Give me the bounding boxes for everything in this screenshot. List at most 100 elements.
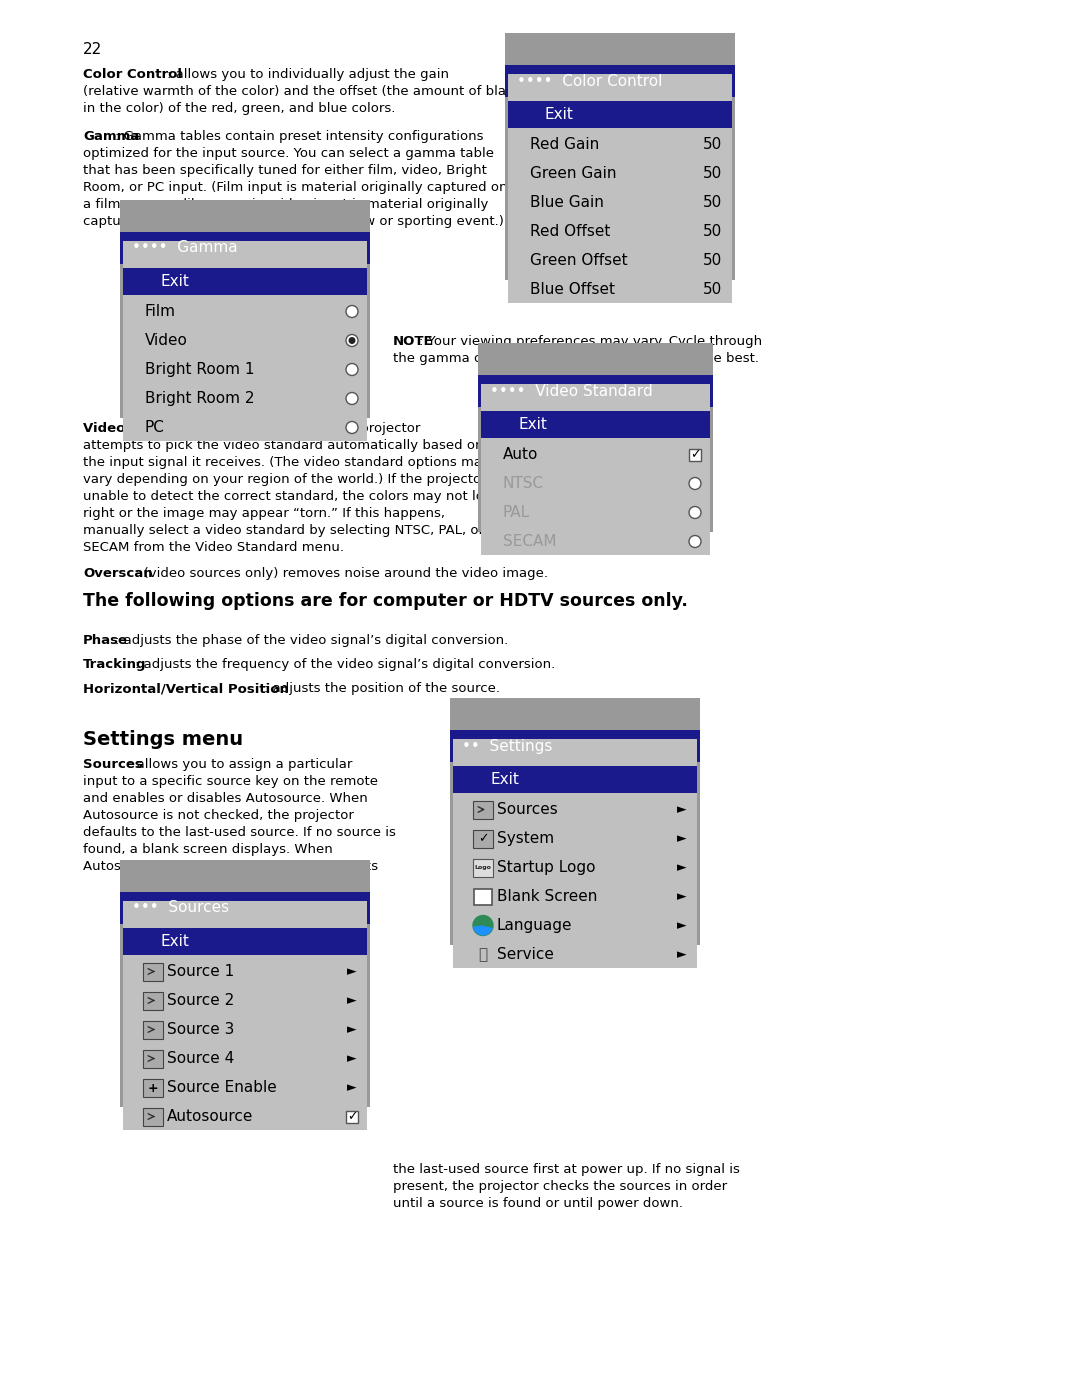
Text: NTSC: NTSC [503, 476, 544, 490]
Text: Autosource is checked, the projector checks: Autosource is checked, the projector che… [83, 861, 378, 873]
Bar [123, 327, 367, 353]
Bar [120, 200, 370, 418]
Text: Auto: Auto [503, 447, 538, 462]
Text: Horizontal/Vertical Position: Horizontal/Vertical Position [83, 682, 288, 694]
Text: 50: 50 [703, 166, 723, 182]
Text: •••  Sources: ••• Sources [132, 901, 229, 915]
Text: Sources: Sources [83, 759, 143, 771]
Text: ••  Settings: •• Settings [462, 739, 552, 753]
Text: PAL: PAL [503, 504, 530, 520]
Bar [508, 131, 732, 158]
Text: Tracking: Tracking [83, 658, 147, 671]
Bar [123, 356, 367, 383]
Bar [508, 247, 732, 274]
Text: Exit: Exit [160, 935, 189, 949]
Text: ►: ► [677, 833, 687, 845]
Text: ►: ► [348, 1023, 357, 1037]
Text: Blue Offset: Blue Offset [530, 282, 615, 298]
Text: Blue Gain: Blue Gain [530, 196, 604, 210]
Circle shape [346, 422, 357, 433]
Bar [123, 386, 367, 412]
Bar [508, 101, 732, 129]
Bar [346, 1111, 357, 1123]
Text: Logo: Logo [474, 865, 491, 870]
Bar [143, 1108, 163, 1126]
Text: Video Standard: Video Standard [83, 422, 199, 434]
Text: attempts to pick the video standard automatically based on: attempts to pick the video standard auto… [83, 439, 484, 453]
Text: : allows you to individually adjust the gain: : allows you to individually adjust the … [167, 68, 449, 81]
Bar [123, 1016, 367, 1044]
Bar [508, 277, 732, 303]
Text: Gamma: Gamma [83, 130, 139, 142]
Bar [450, 731, 700, 761]
Bar [478, 374, 713, 407]
Text: Green Gain: Green Gain [530, 166, 617, 182]
Text: Phase: Phase [83, 634, 129, 647]
Text: ••••  Gamma: •••• Gamma [132, 240, 238, 256]
Text: manually select a video standard by selecting NTSC, PAL, or: manually select a video standard by sele… [83, 524, 484, 536]
Bar [143, 992, 163, 1010]
Text: Bright Room 1: Bright Room 1 [145, 362, 255, 377]
Bar [123, 958, 367, 985]
Bar [120, 893, 370, 923]
Bar [481, 411, 710, 439]
Text: Exit: Exit [490, 773, 518, 787]
Bar [453, 796, 697, 823]
Bar [453, 739, 697, 949]
Text: 50: 50 [703, 253, 723, 268]
Bar [123, 1045, 367, 1071]
Text: defaults to the last-used source. If no source is: defaults to the last-used source. If no … [83, 826, 396, 840]
Text: vary depending on your region of the world.) If the projector is: vary depending on your region of the wor… [83, 474, 501, 486]
Text: ►: ► [677, 890, 687, 902]
Text: Film: Film [145, 305, 176, 319]
Text: : Your viewing preferences may vary. Cycle through: : Your viewing preferences may vary. Cyc… [419, 335, 762, 348]
Text: : adjusts the phase of the video signal’s digital conversion.: : adjusts the phase of the video signal’… [116, 634, 509, 647]
Text: Green Offset: Green Offset [530, 253, 627, 268]
Bar [474, 888, 492, 904]
Bar [453, 942, 697, 968]
Text: Exit: Exit [545, 108, 573, 122]
Text: Source 4: Source 4 [167, 1051, 234, 1066]
Bar [689, 448, 701, 461]
Text: the last-used source first at power up. If no signal is: the last-used source first at power up. … [393, 1162, 740, 1176]
Text: present, the projector checks the sources in order: present, the projector checks the source… [393, 1180, 727, 1193]
Wedge shape [473, 925, 492, 936]
Bar [453, 912, 697, 939]
Bar [453, 766, 697, 793]
Text: SECAM: SECAM [503, 534, 556, 549]
Text: Video: Video [145, 332, 188, 348]
Text: ✓: ✓ [690, 448, 700, 461]
Bar [481, 528, 710, 555]
Bar [453, 883, 697, 909]
Text: captured on a video camera, like a TV show or sporting event.): captured on a video camera, like a TV sh… [83, 215, 504, 228]
Text: ►: ► [348, 1052, 357, 1065]
Bar [450, 698, 700, 944]
Text: ✓: ✓ [477, 833, 488, 845]
Bar [123, 988, 367, 1014]
Bar [143, 1049, 163, 1067]
Text: Language: Language [497, 918, 572, 933]
Bar [123, 1104, 367, 1130]
Text: Startup Logo: Startup Logo [497, 861, 595, 875]
Bar [481, 384, 710, 535]
Bar [123, 268, 367, 295]
Bar [481, 441, 710, 468]
Circle shape [346, 306, 357, 317]
Text: 22: 22 [83, 42, 103, 57]
Circle shape [346, 393, 357, 405]
Bar [123, 414, 367, 441]
Bar [481, 469, 710, 497]
Text: 50: 50 [703, 282, 723, 298]
Text: ⛏: ⛏ [478, 947, 487, 963]
Bar [508, 218, 732, 244]
Text: ►: ► [348, 1081, 357, 1094]
Text: until a source is found or until power down.: until a source is found or until power d… [393, 1197, 683, 1210]
Text: ••••  Video Standard: •••• Video Standard [490, 384, 652, 398]
Text: : adjusts the position of the source.: : adjusts the position of the source. [264, 682, 500, 694]
Text: System: System [497, 831, 554, 847]
Text: the input signal it receives. (The video standard options may: the input signal it receives. (The video… [83, 455, 490, 469]
Text: input to a specific source key on the remote: input to a specific source key on the re… [83, 775, 378, 788]
Text: Source Enable: Source Enable [167, 1080, 276, 1095]
Text: Exit: Exit [518, 416, 546, 432]
Text: : When it is set to Auto, the projector: : When it is set to Auto, the projector [174, 422, 421, 434]
